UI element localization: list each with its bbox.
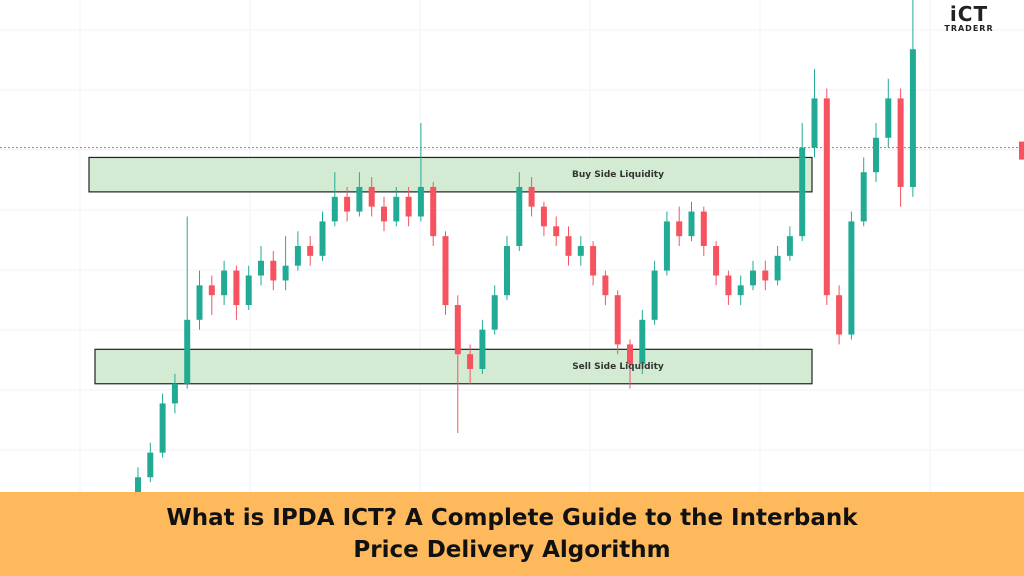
candle-body (799, 147, 806, 237)
candle-body (700, 211, 707, 246)
logo-text: TRADERR (944, 24, 994, 33)
candle-body (590, 246, 597, 276)
candle-body (307, 246, 314, 256)
candle-body (885, 98, 892, 138)
candle-body (750, 270, 756, 286)
zone-label: Buy Side Liquidity (572, 170, 664, 180)
candle-body (430, 186, 437, 237)
candle-body (836, 295, 843, 335)
candle-body (208, 285, 215, 296)
liquidity-zone (94, 348, 813, 385)
banner: What is IPDA ICT? A Complete Guide to th… (0, 492, 1024, 576)
candle-body (663, 221, 670, 271)
candle-body (762, 270, 769, 281)
candle-body (873, 137, 879, 173)
banner-title: What is IPDA ICT? A Complete Guide to th… (166, 505, 858, 563)
candle-body (233, 270, 240, 306)
candle-body (319, 221, 326, 256)
candle-body (454, 305, 461, 355)
liquidity-zone (88, 156, 813, 193)
candle-body (713, 246, 720, 276)
candle-body (688, 211, 695, 237)
candle-body (258, 260, 264, 276)
chart: Buy Side Liquidity Sell Side Liquidity (0, 0, 1024, 492)
candle-body (393, 196, 400, 222)
background-grid (0, 0, 1024, 492)
candle-body (553, 226, 560, 237)
candle-body (147, 452, 154, 478)
candle-body (417, 186, 424, 217)
candle-body (467, 354, 474, 369)
candle-body (196, 285, 203, 320)
logo-mark: iCT (949, 2, 989, 26)
candle-body (282, 265, 289, 281)
candle-body (331, 196, 338, 222)
candle-body (270, 260, 277, 281)
candle-body (737, 285, 744, 296)
candle-body (221, 270, 228, 296)
candle-body (577, 246, 584, 256)
zone-label: Sell Side Liquidity (572, 362, 664, 372)
price-marker (1019, 141, 1024, 160)
candle-body (294, 246, 301, 266)
candle-body (565, 236, 572, 256)
candle-body (823, 98, 830, 296)
candle-body (184, 319, 191, 384)
candle-body (676, 221, 683, 237)
candle-body (381, 206, 387, 222)
candle-body (774, 255, 781, 281)
logo: iCT TRADERR (934, 4, 1004, 33)
candle-body (245, 275, 252, 306)
candle-body (811, 98, 818, 148)
candle-body (540, 206, 547, 227)
candle-body (786, 236, 793, 256)
candle-body (897, 98, 904, 187)
candle-body (614, 295, 621, 345)
candle-body (356, 186, 363, 212)
candle-body (627, 344, 633, 365)
candle-body (171, 383, 178, 404)
candle-body (860, 172, 867, 222)
candle-body (159, 403, 166, 453)
candle-body (135, 477, 141, 492)
candle-body (639, 319, 646, 365)
candle-body (602, 275, 609, 296)
candle-body (442, 236, 449, 306)
candle-body (491, 295, 498, 330)
candle-body (848, 221, 855, 335)
candle-body (405, 196, 412, 217)
candle-body (368, 186, 375, 207)
candle-body (651, 270, 658, 320)
candle-body (909, 49, 916, 187)
candle-body (516, 186, 523, 246)
candle-body (528, 186, 535, 207)
candle-body (479, 329, 486, 369)
candle-body (344, 196, 351, 212)
candle-body (725, 275, 732, 296)
candle-body (504, 246, 510, 296)
